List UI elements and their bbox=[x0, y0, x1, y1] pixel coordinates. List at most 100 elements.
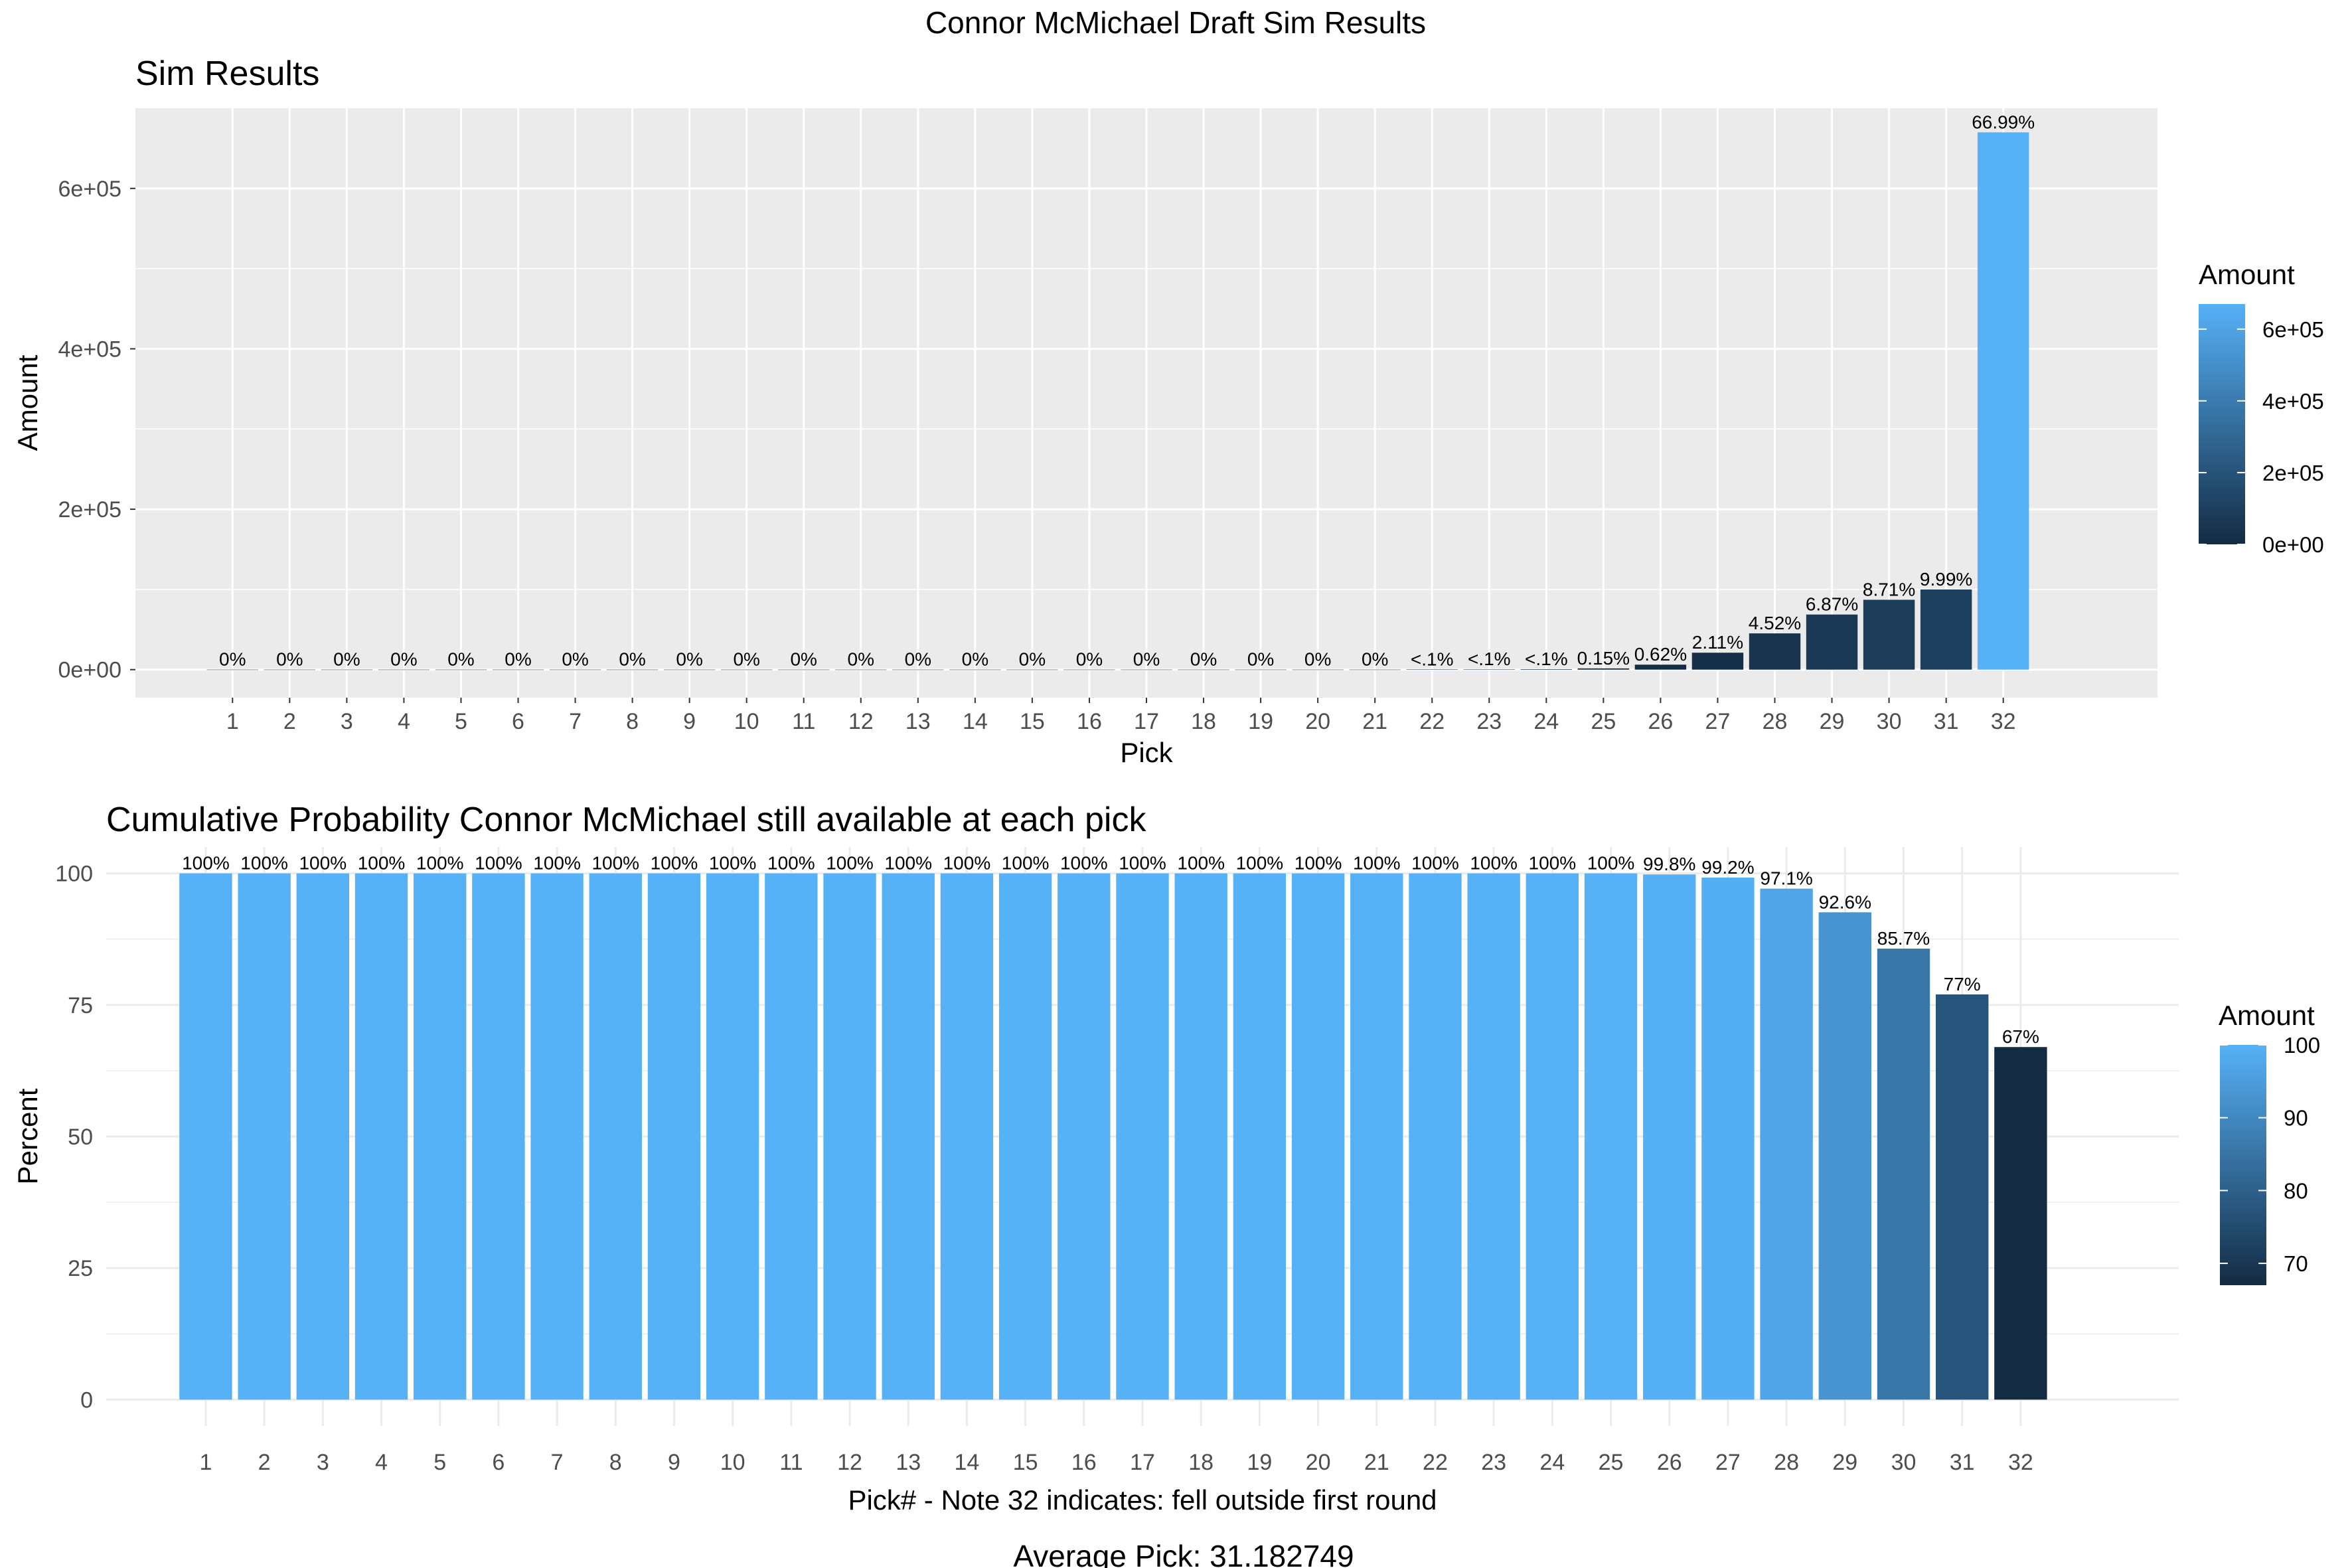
bar-label: 0% bbox=[848, 649, 874, 670]
cumulative-probability-chart: 0 25 50 75 100 100% 1 100% 2 100% 3 100% 4 100% 5 100% 6… bbox=[12, 847, 2320, 1516]
y-tick-label: 100 bbox=[55, 862, 93, 887]
bar-label: 97.1% bbox=[1760, 868, 1812, 889]
bar bbox=[1409, 873, 1462, 1400]
legend-tick-label: 0e+00 bbox=[2262, 532, 2324, 557]
x-tick-label: 23 bbox=[1476, 709, 1502, 734]
x-tick-label: 19 bbox=[1247, 1450, 1272, 1475]
bar-label: 100% bbox=[651, 853, 698, 874]
bar-label: 0.15% bbox=[1577, 648, 1630, 668]
bar-label: 100% bbox=[358, 853, 406, 874]
bar bbox=[179, 873, 232, 1400]
bar-label: 0% bbox=[619, 649, 645, 670]
bar bbox=[354, 873, 408, 1400]
bar-label: 0% bbox=[1019, 649, 1046, 670]
x-tick-label: 25 bbox=[1599, 1450, 1624, 1475]
x-tick-label: 26 bbox=[1657, 1450, 1682, 1475]
bar-label: 0% bbox=[1076, 649, 1103, 670]
bar-label: 100% bbox=[709, 853, 757, 874]
x-tick-label: 17 bbox=[1134, 709, 1159, 734]
x-tick-label: 12 bbox=[837, 1450, 862, 1475]
x-tick-label: 21 bbox=[1362, 709, 1387, 734]
bar-label: 0% bbox=[733, 649, 759, 670]
bar-label: 0.62% bbox=[1634, 644, 1687, 665]
x-tick-label: 1 bbox=[199, 1450, 212, 1475]
x-tick-label: 3 bbox=[341, 709, 353, 734]
x-tick-label: 22 bbox=[1419, 709, 1445, 734]
bar bbox=[1577, 668, 1630, 670]
y-tick-label: 0 bbox=[80, 1387, 93, 1413]
bar-label: 0% bbox=[1190, 649, 1217, 670]
bar-label: 0% bbox=[676, 649, 702, 670]
bar bbox=[1701, 877, 1755, 1400]
legend-colorbar bbox=[2199, 304, 2245, 544]
bar bbox=[1467, 873, 1520, 1400]
y-tick-label: 6e+05 bbox=[58, 177, 122, 202]
bar-label: 0% bbox=[276, 649, 303, 670]
average-pick-caption: Average Pick: 31.182749 bbox=[1013, 1539, 1354, 1568]
bar bbox=[414, 873, 467, 1400]
bar-label: <.1% bbox=[1411, 649, 1454, 669]
bar-label: 0% bbox=[905, 649, 931, 670]
bar bbox=[1760, 888, 1813, 1400]
x-tick-label: 9 bbox=[668, 1450, 680, 1475]
bar-label: 100% bbox=[475, 853, 522, 874]
x-tick-label: 15 bbox=[1013, 1450, 1038, 1475]
bar-label: 85.7% bbox=[1877, 928, 1930, 949]
x-tick-label: 11 bbox=[779, 1450, 803, 1475]
y-tick-label: 0e+00 bbox=[58, 658, 122, 683]
x-tick-label: 29 bbox=[1832, 1450, 1857, 1475]
x-axis-title: Pick# - Note 32 indicates: fell outside … bbox=[848, 1484, 1437, 1516]
bar bbox=[1920, 589, 1972, 670]
x-tick-label: 16 bbox=[1071, 1450, 1097, 1475]
chart1-subtitle: Sim Results bbox=[135, 54, 319, 93]
x-tick-label: 2 bbox=[258, 1450, 271, 1475]
bar bbox=[882, 873, 935, 1400]
x-tick-label: 5 bbox=[433, 1450, 446, 1475]
x-tick-label: 10 bbox=[734, 709, 759, 734]
bar bbox=[238, 873, 291, 1400]
bar bbox=[1233, 873, 1287, 1400]
bar bbox=[1406, 669, 1458, 670]
bar-label: 0% bbox=[1247, 649, 1274, 670]
x-tick-label: 31 bbox=[1950, 1450, 1975, 1475]
x-tick-label: 14 bbox=[963, 709, 988, 734]
bar bbox=[940, 873, 994, 1400]
bar bbox=[1977, 132, 2029, 670]
x-tick-label: 24 bbox=[1533, 709, 1559, 734]
x-tick-label: 22 bbox=[1423, 1450, 1448, 1475]
bar-label: 100% bbox=[884, 853, 932, 874]
bar-label: 100% bbox=[826, 853, 874, 874]
x-tick-label: 27 bbox=[1705, 709, 1731, 734]
x-tick-label: 19 bbox=[1248, 709, 1273, 734]
figure-title: Connor McMichael Draft Sim Results bbox=[925, 5, 1426, 40]
bar-label: 0% bbox=[390, 649, 417, 670]
bar-label: 8.71% bbox=[1863, 579, 1915, 599]
bar-label: 66.99% bbox=[1972, 112, 2035, 132]
y-tick-label: 25 bbox=[68, 1256, 93, 1281]
bar-label: 100% bbox=[1060, 853, 1108, 874]
x-tick-label: 23 bbox=[1481, 1450, 1506, 1475]
bar-label: 92.6% bbox=[1819, 892, 1871, 912]
bar bbox=[1463, 669, 1515, 670]
x-tick-label: 8 bbox=[609, 1450, 622, 1475]
x-tick-label: 3 bbox=[317, 1450, 329, 1475]
x-axis-title: Pick bbox=[1120, 737, 1173, 768]
bar bbox=[647, 873, 701, 1400]
x-tick-label: 18 bbox=[1188, 1450, 1214, 1475]
legend-title: Amount bbox=[2199, 259, 2295, 290]
bar bbox=[530, 873, 584, 1400]
x-tick-label: 16 bbox=[1077, 709, 1102, 734]
bar-label: 100% bbox=[1294, 853, 1342, 874]
x-tick-label: 7 bbox=[551, 1450, 564, 1475]
bar bbox=[1994, 1047, 2047, 1400]
x-tick-label: 30 bbox=[1891, 1450, 1917, 1475]
bar-label: <.1% bbox=[1468, 649, 1511, 669]
y-tick-label: 50 bbox=[68, 1125, 93, 1150]
x-tick-label: 5 bbox=[455, 709, 467, 734]
bar bbox=[1116, 873, 1169, 1400]
x-tick-label: 20 bbox=[1305, 709, 1330, 734]
bar-label: 9.99% bbox=[1920, 569, 1972, 589]
x-tick-label: 26 bbox=[1648, 709, 1673, 734]
bar-label: 100% bbox=[1529, 853, 1577, 874]
